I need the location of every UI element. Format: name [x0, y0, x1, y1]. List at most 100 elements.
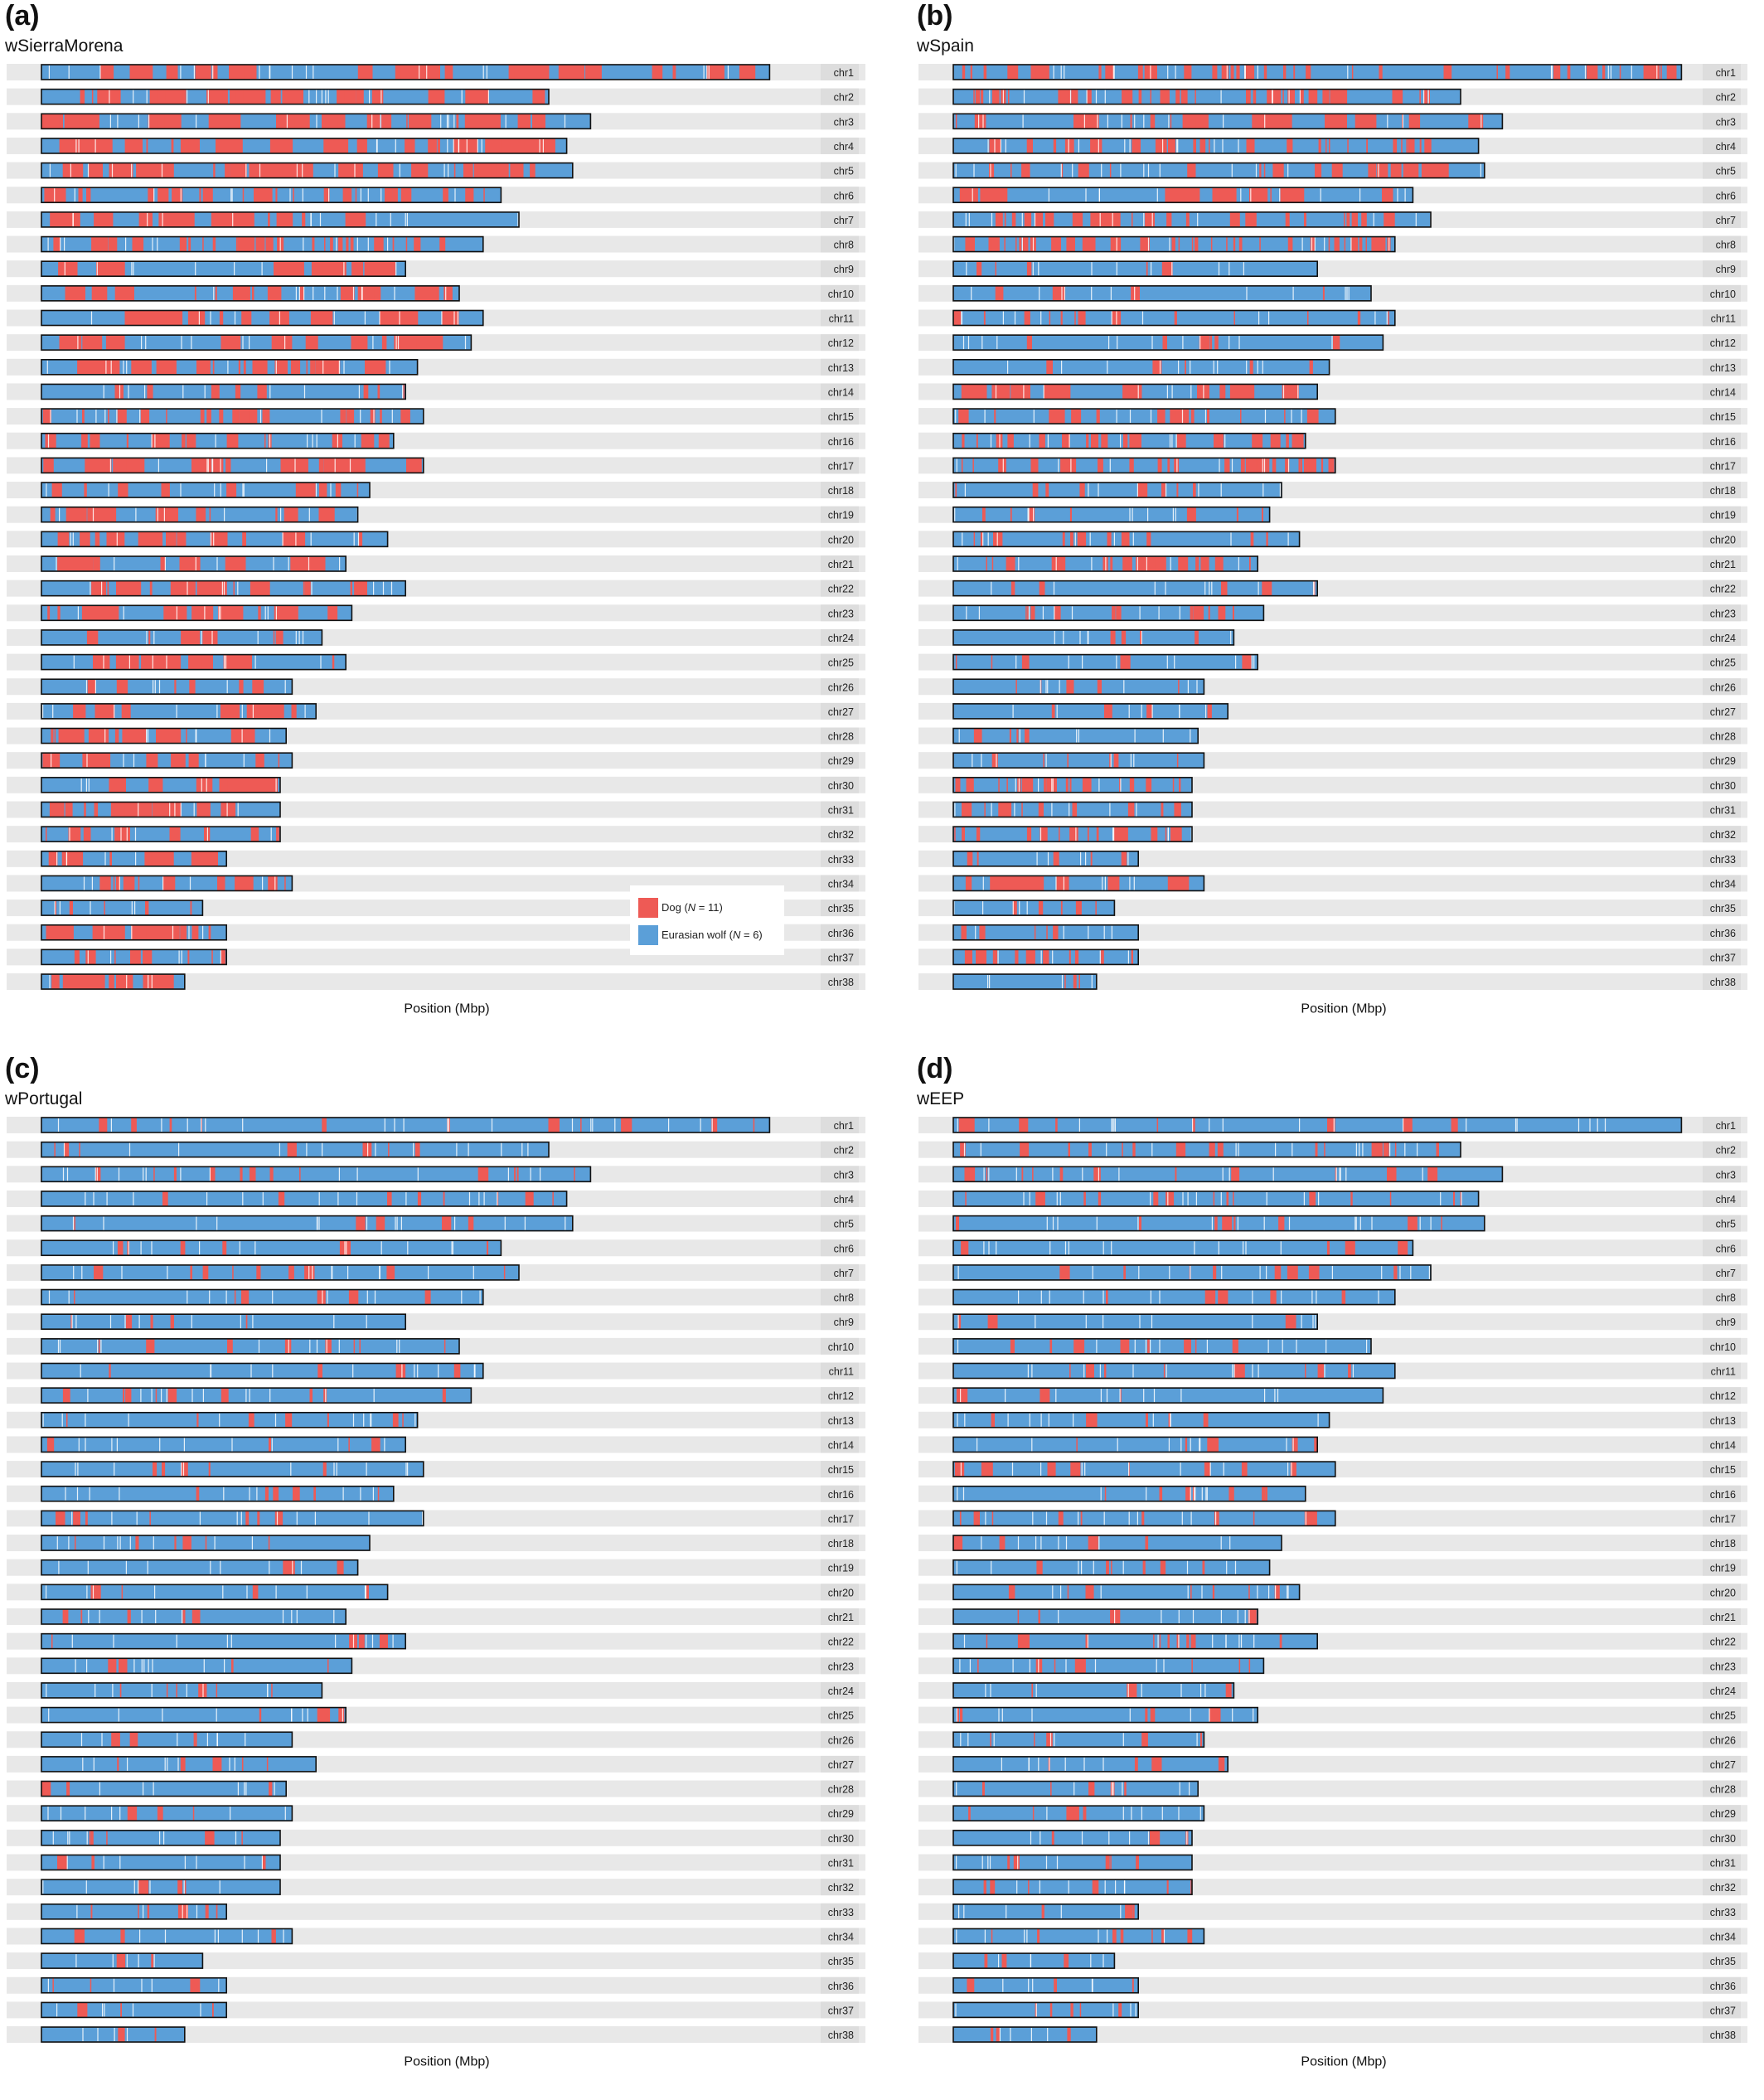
chromosome-label: chr11 [1711, 1366, 1736, 1378]
dog-ancestry-block [322, 1462, 327, 1477]
wolf-ancestry-bar [953, 1314, 1318, 1330]
dog-ancestry-block [453, 138, 467, 153]
dog-ancestry-block [90, 1977, 92, 1993]
gap-line [1166, 1364, 1167, 1378]
wolf-ancestry-bar [41, 1437, 406, 1453]
gap-line [1352, 1364, 1354, 1378]
gap-line [1085, 1315, 1087, 1329]
gap-line [382, 581, 385, 595]
dog-ancestry-block [402, 1412, 404, 1428]
gap-line [1007, 360, 1009, 374]
gap-line [1378, 163, 1379, 177]
gap-line [269, 65, 270, 79]
dog-ancestry-block [1178, 679, 1180, 695]
gap-line [1120, 163, 1122, 177]
gap-line [1147, 237, 1150, 251]
dog-ancestry-block [229, 65, 246, 80]
gap-line [1061, 360, 1063, 374]
gap-line [232, 212, 234, 226]
chromosome-bar-chr14 [952, 1436, 1319, 1453]
dog-ancestry-block [327, 1658, 329, 1674]
gap-line [305, 65, 308, 79]
dog-ancestry-block [1308, 1264, 1320, 1280]
dog-ancestry-block [1146, 1412, 1148, 1428]
dog-ancestry-block [1354, 114, 1377, 129]
dog-ancestry-block [202, 187, 213, 203]
chromosome-outline [952, 260, 1319, 278]
dog-ancestry-block [159, 974, 174, 990]
dog-ancestry-block [1034, 924, 1036, 940]
chromosome-bar-chr28 [41, 727, 288, 744]
dog-ancestry-block [442, 310, 459, 326]
gap-line [134, 827, 137, 841]
chromosome-bar-chr14 [952, 383, 1319, 400]
gap-line [216, 1708, 217, 1722]
dog-ancestry-block [1055, 1118, 1058, 1132]
dog-ancestry-block [179, 556, 199, 571]
dog-ancestry-block [179, 236, 187, 252]
chromosome-outline [41, 383, 407, 400]
gap-line [245, 1782, 247, 1796]
dog-ancestry-block [991, 384, 1010, 400]
dog-ancestry-block [153, 1166, 155, 1182]
chromosome-label: chr31 [828, 805, 854, 817]
dog-ancestry-block [1233, 1215, 1236, 1231]
dog-ancestry-block [1148, 211, 1153, 227]
dog-ancestry-block [1110, 1781, 1115, 1797]
gap-line [290, 1462, 292, 1477]
gap-line [136, 1511, 138, 1525]
gap-line [60, 237, 61, 251]
dog-ancestry-block [463, 162, 473, 178]
dog-ancestry-block [299, 285, 304, 301]
wolf-ancestry-bar [41, 433, 394, 449]
chromosome-label: chr19 [1710, 1563, 1736, 1574]
gap-line [191, 1389, 193, 1403]
gap-line [342, 1486, 344, 1501]
chromosome-label-box [1703, 1755, 1741, 1773]
gap-line [1030, 1954, 1031, 1968]
gap-line [267, 1683, 269, 1697]
chromosome-outline [952, 629, 1235, 646]
dog-ancestry-block [356, 483, 359, 498]
chromosome-bar-chr36 [952, 924, 1139, 941]
gap-line [1253, 1634, 1255, 1648]
dog-ancestry-block [207, 629, 218, 645]
gap-line [1102, 1315, 1104, 1329]
gap-line [148, 114, 150, 129]
dog-ancestry-block [233, 580, 235, 596]
dog-ancestry-block [348, 1289, 359, 1305]
wolf-ancestry-bar [953, 1289, 1395, 1305]
chromosome-outline [41, 482, 371, 498]
wolf-ancestry-bar [41, 1264, 519, 1280]
dog-ancestry-block [1187, 162, 1196, 178]
gap-line [1252, 1364, 1253, 1378]
dog-ancestry-block [322, 114, 338, 129]
dog-ancestry-block [205, 1535, 207, 1551]
chromosome-label: chr28 [828, 1784, 854, 1796]
chromosome-bar-chr5 [952, 162, 1485, 179]
gap-line [327, 90, 329, 104]
gap-line [112, 1954, 114, 1968]
gap-line [1098, 778, 1100, 792]
gap-line [1100, 1585, 1102, 1599]
gap-line [1028, 1757, 1030, 1771]
row-background [918, 973, 1747, 991]
dog-ancestry-block [998, 777, 1000, 793]
gap-line [129, 1536, 131, 1550]
dog-ancestry-block [954, 827, 956, 842]
chromosome-label-box [1703, 801, 1741, 818]
wolf-ancestry-bar [953, 1658, 1264, 1674]
dog-ancestry-block [48, 851, 58, 866]
gap-line [308, 90, 310, 104]
gap-line [80, 778, 82, 792]
dog-ancestry-block [58, 728, 73, 744]
wolf-ancestry-bar [953, 483, 1282, 498]
gap-line [1180, 1438, 1182, 1452]
gap-line [231, 1438, 233, 1452]
dog-ancestry-block [115, 654, 139, 670]
chromosome-label-box [1703, 702, 1741, 720]
gap-line [1129, 410, 1132, 424]
dog-ancestry-block [118, 924, 123, 940]
gap-line [1178, 1634, 1180, 1648]
dog-ancestry-block [1035, 211, 1043, 227]
